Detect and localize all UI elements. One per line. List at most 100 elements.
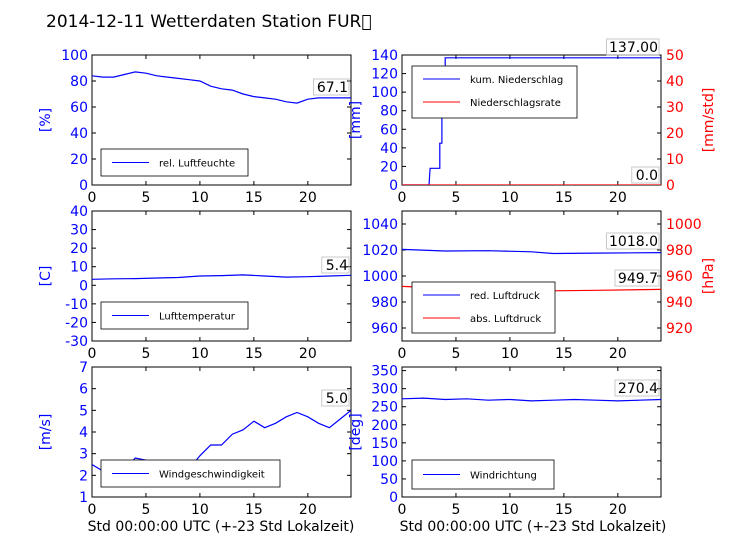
y-tick-label: 300 — [371, 382, 398, 398]
y-tick-label: 150 — [371, 436, 398, 452]
y-tick-label: 200 — [371, 418, 398, 434]
x-tick-label: 15 — [245, 346, 263, 362]
x-tick-label: 10 — [501, 502, 519, 518]
y-tick-label: 60 — [380, 122, 398, 138]
x-tick-label: 15 — [245, 502, 263, 518]
legend-label: red. Luftdruck — [470, 291, 540, 302]
x-tick-label: 10 — [501, 190, 519, 206]
y-tick-label: 980 — [371, 295, 398, 311]
y2-tick-label: 30 — [666, 100, 684, 116]
x-tick-label: 0 — [88, 502, 97, 518]
series-line-windspeed-0 — [92, 409, 351, 477]
y-tick-label: -10 — [65, 297, 88, 313]
y-tick-label: 30 — [70, 223, 88, 239]
y-tick-label: 20 — [380, 159, 398, 175]
last-value-label: 949.7 — [618, 271, 658, 287]
y2-tick-label: 1000 — [666, 217, 702, 233]
y-axis-label: [%] — [38, 108, 54, 132]
y-axis-label: [deg] — [348, 413, 364, 450]
legend-label: abs. Luftdruck — [470, 314, 541, 325]
y-tick-label: 3 — [79, 447, 88, 463]
y-tick-label: 4 — [79, 425, 88, 441]
y-tick-label: 100 — [371, 454, 398, 470]
panel-winddir: 0 5 10 15 20050100150200250300350[deg]Windri… — [348, 364, 662, 518]
x-tick-label: 20 — [609, 190, 627, 206]
legend-windspeed: Windgeschwindigkeit — [100, 459, 281, 488]
y-tick-label: 250 — [371, 400, 398, 416]
y-tick-label: 40 — [380, 141, 398, 157]
legend-label: Windrichtung — [470, 471, 537, 482]
last-value-box — [312, 78, 350, 96]
x-tick-label: 0 — [398, 190, 407, 206]
last-value-box — [614, 379, 660, 397]
x-tick-label: 10 — [191, 346, 209, 362]
y-tick-label: 0 — [389, 178, 398, 194]
y-tick-label: -30 — [65, 334, 88, 350]
y2-tick-label: 980 — [666, 243, 693, 259]
x-tick-label: 20 — [299, 502, 317, 518]
x-tick-label: 15 — [555, 346, 573, 362]
y-tick-label: 350 — [371, 364, 398, 380]
legend-box — [411, 65, 578, 119]
legend-humidity: rel. Luftfeuchte — [100, 148, 249, 177]
y2-tick-label: 960 — [666, 269, 693, 285]
last-value-box — [606, 232, 660, 250]
x-tick-label: 5 — [141, 346, 150, 362]
last-value-label: 5.0 — [326, 391, 348, 407]
y-tick-label: 960 — [371, 321, 398, 337]
x-tick-label: 20 — [299, 346, 317, 362]
x-tick-label: 10 — [191, 190, 209, 206]
legend-box — [411, 281, 556, 334]
x-tick-label: 15 — [555, 190, 573, 206]
y-tick-label: -20 — [65, 315, 88, 331]
series-line-humidity-0 — [92, 71, 351, 104]
x-tick-label: 20 — [609, 346, 627, 362]
x-tick-label: 20 — [299, 190, 317, 206]
last-value-box — [614, 269, 660, 287]
x-tick-label: 5 — [451, 502, 460, 518]
y-tick-label: 1040 — [362, 217, 398, 233]
last-value-label: 137.00 — [609, 40, 658, 56]
legend-temperature: Lufttemperatur — [100, 301, 249, 330]
x-tick-label: 5 — [141, 190, 150, 206]
last-value-box — [631, 166, 660, 184]
x-tick-label: 10 — [191, 502, 209, 518]
y2-tick-label: 50 — [666, 48, 684, 64]
y-tick-label: 40 — [70, 126, 88, 142]
y-tick-label: 20 — [70, 241, 88, 257]
y-tick-label: 40 — [70, 204, 88, 220]
y-tick-label: 100 — [61, 48, 88, 64]
x-axis-label-left: Std 00:00:00 UTC (+-23 Std Lokalzeit) — [88, 519, 355, 535]
x-tick-label: 15 — [555, 502, 573, 518]
x-tick-label: 0 — [398, 346, 407, 362]
y-tick-label: 2 — [79, 468, 88, 484]
figure-title: 2014-12-11 Wetterdaten Station FUR  — [46, 12, 372, 32]
y-tick-label: 50 — [380, 472, 398, 488]
x-tick-label: 10 — [501, 346, 519, 362]
y-tick-label: 0 — [79, 278, 88, 294]
y-tick-label: 80 — [380, 104, 398, 120]
series-line-winddir-0 — [402, 397, 661, 402]
x-tick-label: 0 — [398, 502, 407, 518]
legend-winddir: Windrichtung — [411, 459, 555, 490]
last-value-box — [321, 256, 350, 274]
x-tick-label: 5 — [451, 346, 460, 362]
x-tick-label: 20 — [609, 502, 627, 518]
x-tick-label: 5 — [451, 190, 460, 206]
x-tick-label: 0 — [88, 346, 97, 362]
y2-tick-label: 10 — [666, 152, 684, 168]
y-tick-label: 60 — [70, 100, 88, 116]
y-tick-label: 1000 — [362, 269, 398, 285]
y-tick-label: 20 — [70, 152, 88, 168]
y2-tick-label: 0 — [666, 178, 675, 194]
y-tick-label: 7 — [79, 360, 88, 376]
legend-pressure: red. Luftdruck abs. Luftdruck — [411, 281, 556, 334]
y-tick-label: 5 — [79, 403, 88, 419]
y2-tick-label: 940 — [666, 295, 693, 311]
y-tick-label: 140 — [371, 48, 398, 64]
legend-precip: kum. Niederschlag Niederschlagsrate — [411, 65, 578, 119]
y-axis-label: [C] — [38, 266, 54, 287]
legend-label: Lufttemperatur — [159, 312, 236, 323]
